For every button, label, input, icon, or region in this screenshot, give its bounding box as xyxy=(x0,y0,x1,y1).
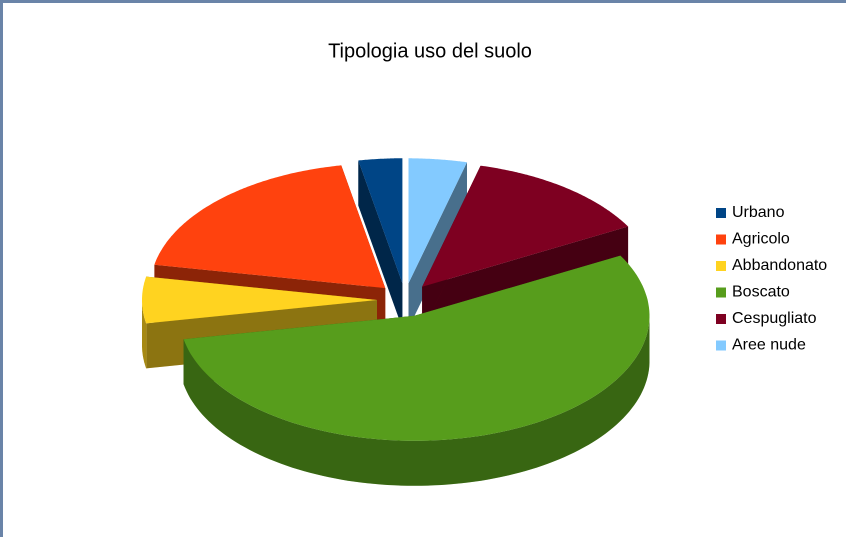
slice-side xyxy=(183,314,650,486)
slice-top xyxy=(358,158,403,284)
legend-swatch xyxy=(716,208,726,218)
legend-label: Aree nude xyxy=(732,337,806,354)
slice-top xyxy=(422,165,629,287)
legend-label: Cespugliato xyxy=(732,310,817,327)
legend-label: Abbandonato xyxy=(732,257,827,274)
slice-top xyxy=(408,158,467,284)
legend-swatch xyxy=(716,261,726,271)
slice-side-shade xyxy=(142,297,147,369)
pie xyxy=(142,158,650,486)
legend-swatch xyxy=(716,314,726,324)
slice-side xyxy=(142,297,147,369)
slice-side-shade xyxy=(183,314,650,486)
slice-top xyxy=(142,276,377,324)
pie-slice xyxy=(358,158,403,329)
legend-swatch xyxy=(716,287,726,298)
legend-swatch xyxy=(716,234,726,245)
chart-title: Tipologia uso del suolo xyxy=(328,40,532,62)
slice-top xyxy=(183,255,650,441)
slice-cut-shade xyxy=(358,160,403,329)
legend-label: Urbano xyxy=(732,204,785,221)
legend-label: Agricolo xyxy=(732,231,790,248)
slice-top xyxy=(154,165,386,289)
legend-label: Boscato xyxy=(732,284,790,301)
legend-swatch xyxy=(716,340,726,351)
pie-slice xyxy=(183,255,650,486)
legend: Urbano Agricolo Abbandonato Boscato Cespugli… xyxy=(716,204,827,354)
slice-cut-face xyxy=(358,160,403,329)
